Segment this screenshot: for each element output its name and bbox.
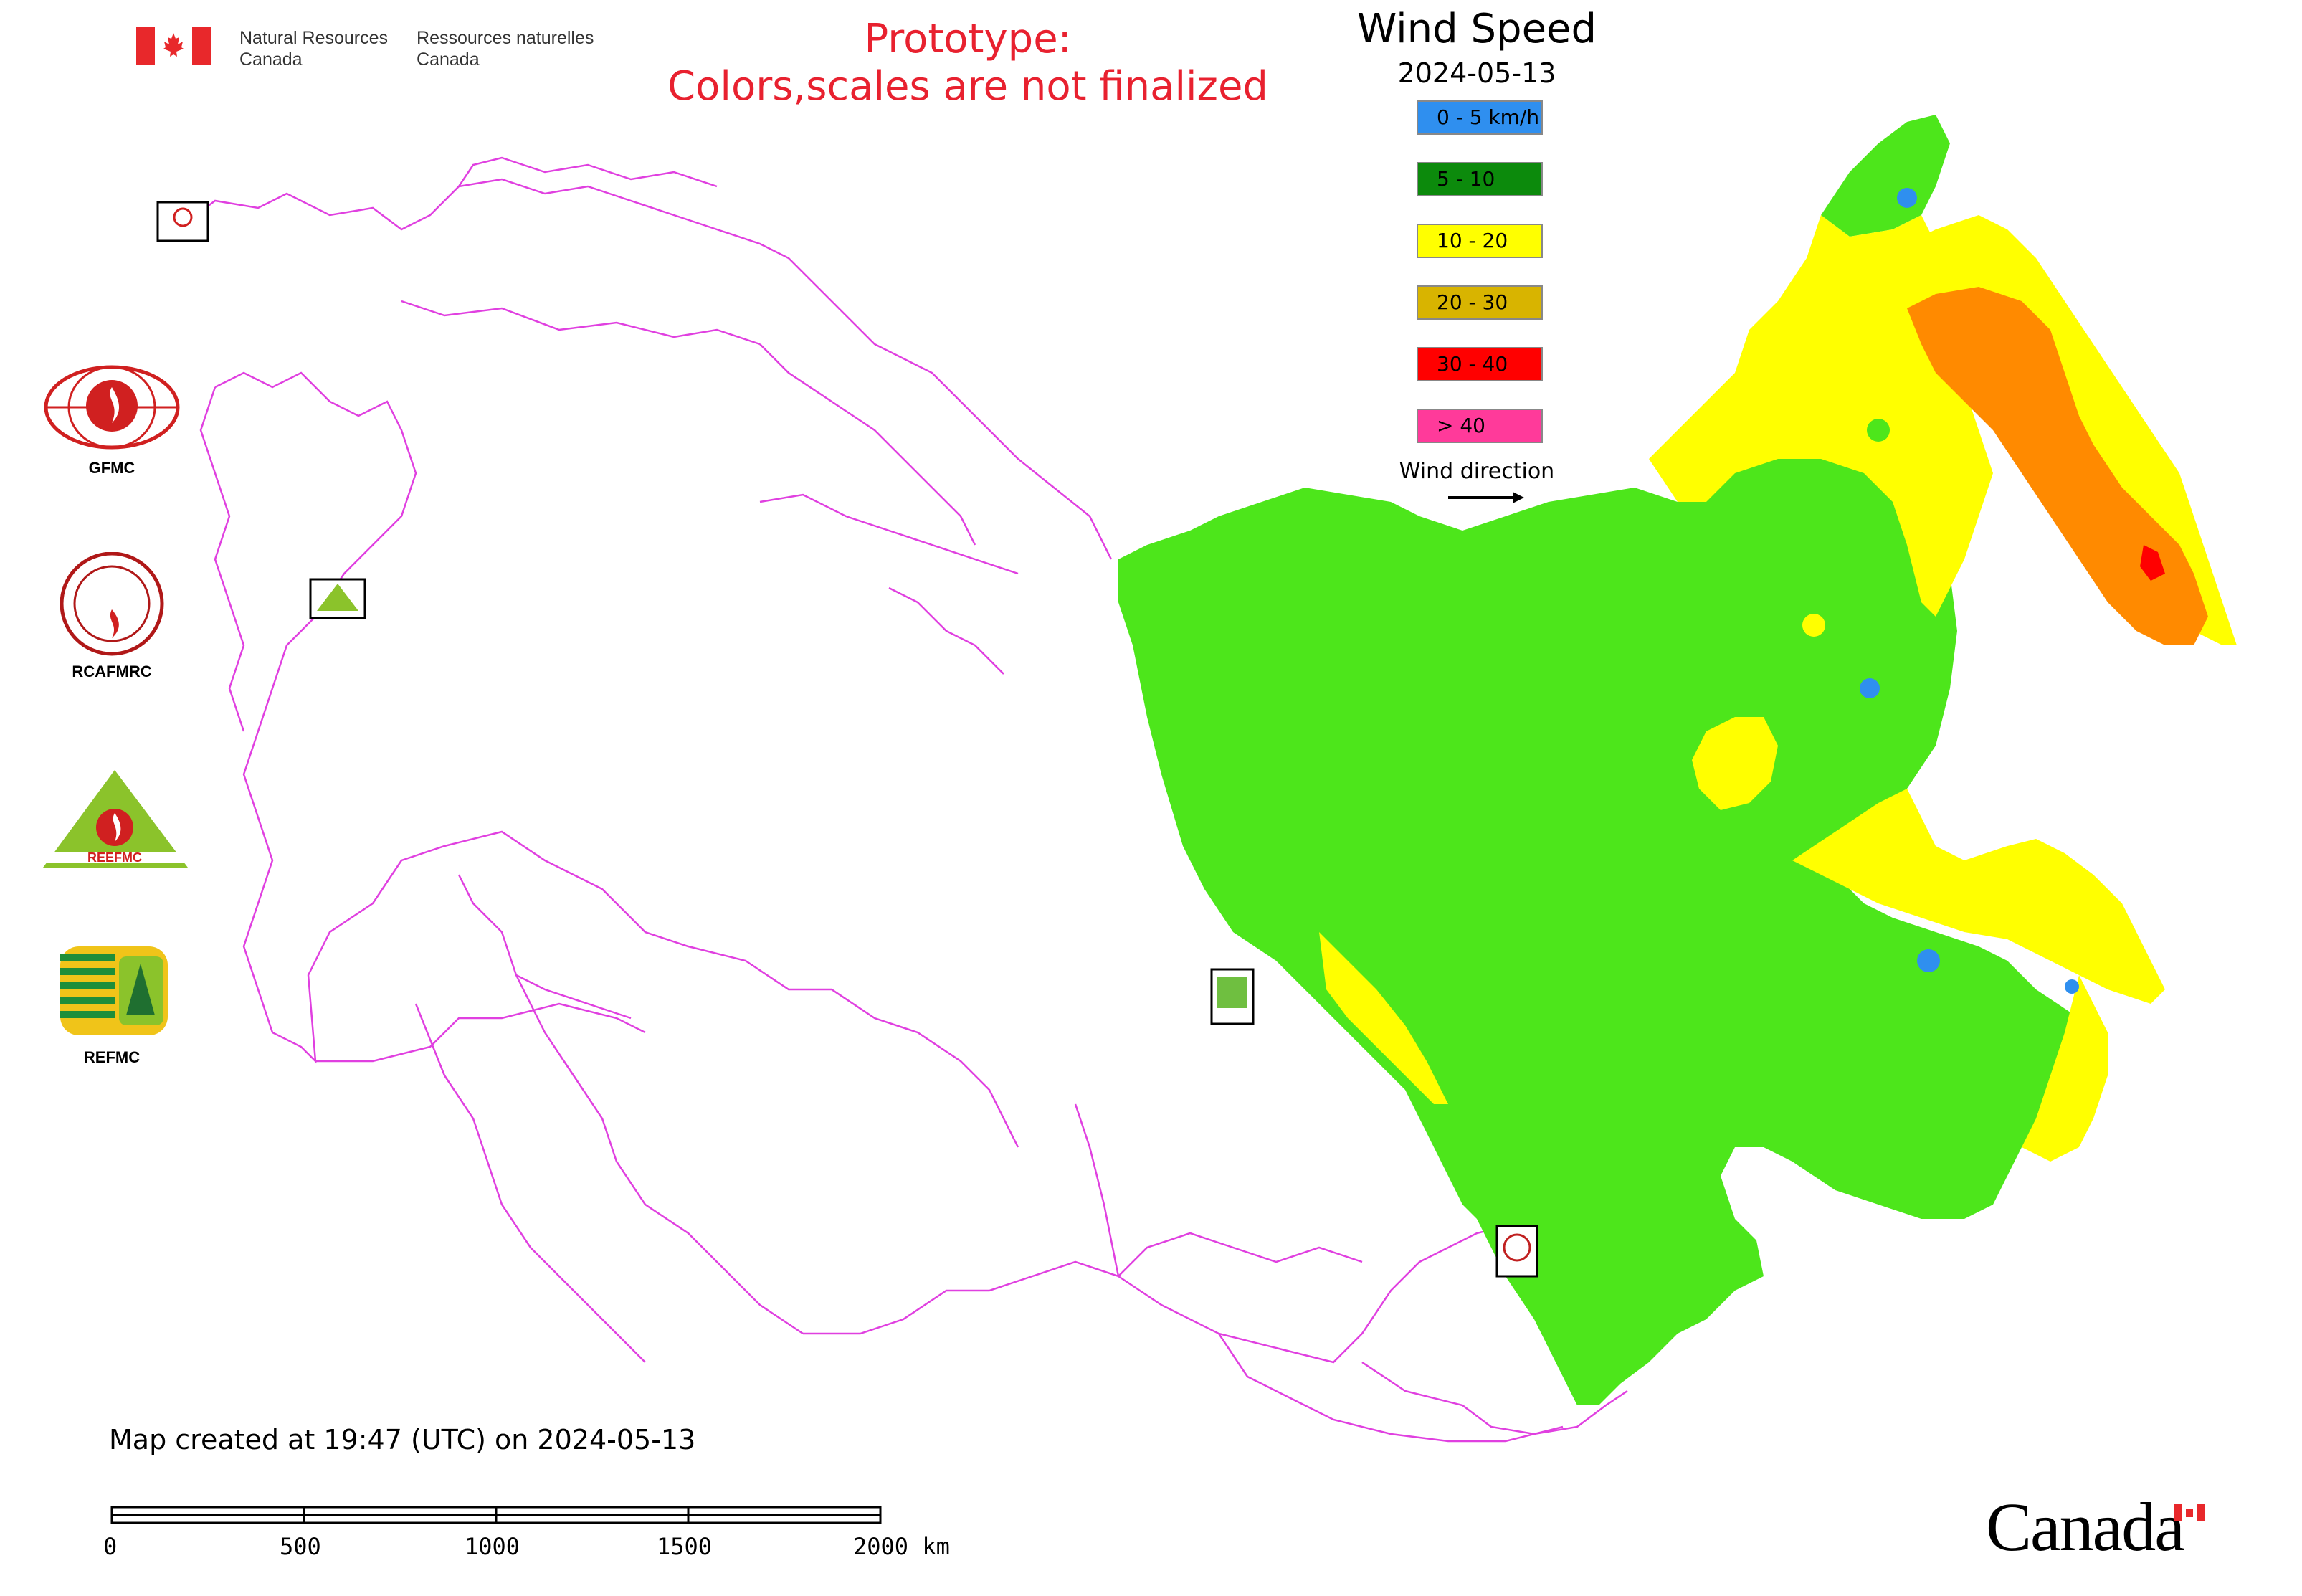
country-boundaries <box>157 156 1628 1443</box>
scale-label-0: 0 <box>103 1533 118 1560</box>
legend-class-gt-40: > 40 <box>1417 409 1543 443</box>
scale-label-500: 500 <box>280 1533 321 1560</box>
wind-speed-fill <box>1118 115 2237 1405</box>
refmc-label: REFMC <box>83 1048 141 1066</box>
map-logo-markers <box>156 201 1538 1278</box>
reefmc-logo: REEFMC <box>40 767 191 878</box>
gfmc-label: GFMC <box>88 459 135 477</box>
wind-zone-5-10-land <box>1118 402 2093 1405</box>
government-identifier: Natural Resources Canada Ressources natu… <box>136 27 594 70</box>
legend-date: 2024-05-13 <box>1397 57 1556 89</box>
org-name-fr: Ressources naturelles Canada <box>417 28 594 70</box>
gfmc-logo: GFMC <box>40 363 184 478</box>
legend-class-5-10: 5 - 10 <box>1417 162 1543 196</box>
scale-label-2000: 2000 km <box>853 1533 950 1560</box>
org-name-en: Natural Resources Canada <box>239 28 389 70</box>
legend-class-10-20: 10 - 20 <box>1417 224 1543 258</box>
scale-bar <box>110 1506 882 1524</box>
reefmc-logo-icon: REEFMC <box>42 770 188 868</box>
legend-class-30-40: 30 - 40 <box>1417 347 1543 381</box>
refmc-logo: REFMC <box>40 946 184 1067</box>
wind-zone-30-40-spot <box>2140 545 2165 581</box>
wind-zone-10-20-sakhalin <box>2022 975 2108 1162</box>
rcafmrc-logo: RCAFMRC <box>40 551 184 681</box>
wind-zone-20-30-kamchatka <box>1907 287 2208 645</box>
wordmark-flag-icon <box>2174 1504 2205 1521</box>
prototype-notice: Prototype: Colors,scales are not finaliz… <box>667 16 1268 110</box>
wind-zone-10-20-southeast <box>1792 789 2165 1004</box>
wind-zone-10-20-north <box>1649 215 1993 617</box>
legend-class-0-5: 0 - 5 km/h <box>1417 100 1543 135</box>
wind-direction-label: Wind direction <box>1399 459 1555 484</box>
gfmc-logo-icon <box>44 365 180 450</box>
wind-zone-5-10-northeast <box>1821 115 1950 237</box>
map-creation-stamp: Map created at 19:47 (UTC) on 2024-05-13 <box>109 1424 696 1455</box>
wind-zone-10-20-southwest <box>1319 932 1448 1104</box>
wind-zone-0-5-spots <box>1860 188 2079 994</box>
refmc-logo-icon <box>60 946 168 1035</box>
rcafmrc-logo-icon <box>60 551 164 656</box>
scale-label-1000: 1000 <box>465 1533 520 1560</box>
wind-direction-arrow-icon <box>1448 492 1524 503</box>
canada-flag-icon <box>136 27 211 65</box>
legend-class-20-30: 20 - 30 <box>1417 285 1543 320</box>
svg-text:REEFMC: REEFMC <box>87 850 142 865</box>
legend-title: Wind Speed <box>1356 6 1597 52</box>
canada-wordmark: Canada <box>1986 1488 2185 1565</box>
rcafmrc-label: RCAFMRC <box>72 662 152 680</box>
wind-zone-10-20-pocket <box>1692 717 1778 810</box>
scale-label-1500: 1500 <box>657 1533 713 1560</box>
